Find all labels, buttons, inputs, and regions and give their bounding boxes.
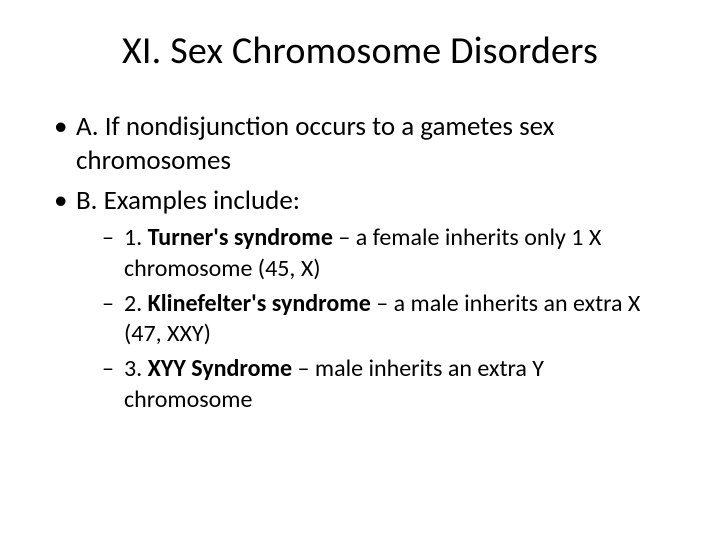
example-1-prefix: 1. [124,223,148,252]
example-2-bold: Klinefelter's syndrome [148,289,371,318]
slide-title: XI. Sex Chromosome Disorders [50,28,670,74]
bullet-b: B. Examples include: 1. Turner's syndrom… [50,184,670,416]
bullet-b-text: B. Examples include: [76,184,300,217]
example-2: 2. Klinefelter's syndrome – a male inher… [76,289,670,350]
bullet-list-level2: 1. Turner's syndrome – a female inherits… [76,223,670,415]
example-3-bold: XYY Syndrome [148,354,292,383]
bullet-a: A. If nondisjunction occurs to a gametes… [50,110,670,178]
example-3-prefix: 3. [124,354,148,383]
example-2-prefix: 2. [124,289,148,318]
example-1-bold: Turner's syndrome [148,223,333,252]
example-1: 1. Turner's syndrome – a female inherits… [76,223,670,284]
bullet-list-level1: A. If nondisjunction occurs to a gametes… [50,110,670,416]
example-3: 3. XYY Syndrome – male inherits an extra… [76,354,670,415]
